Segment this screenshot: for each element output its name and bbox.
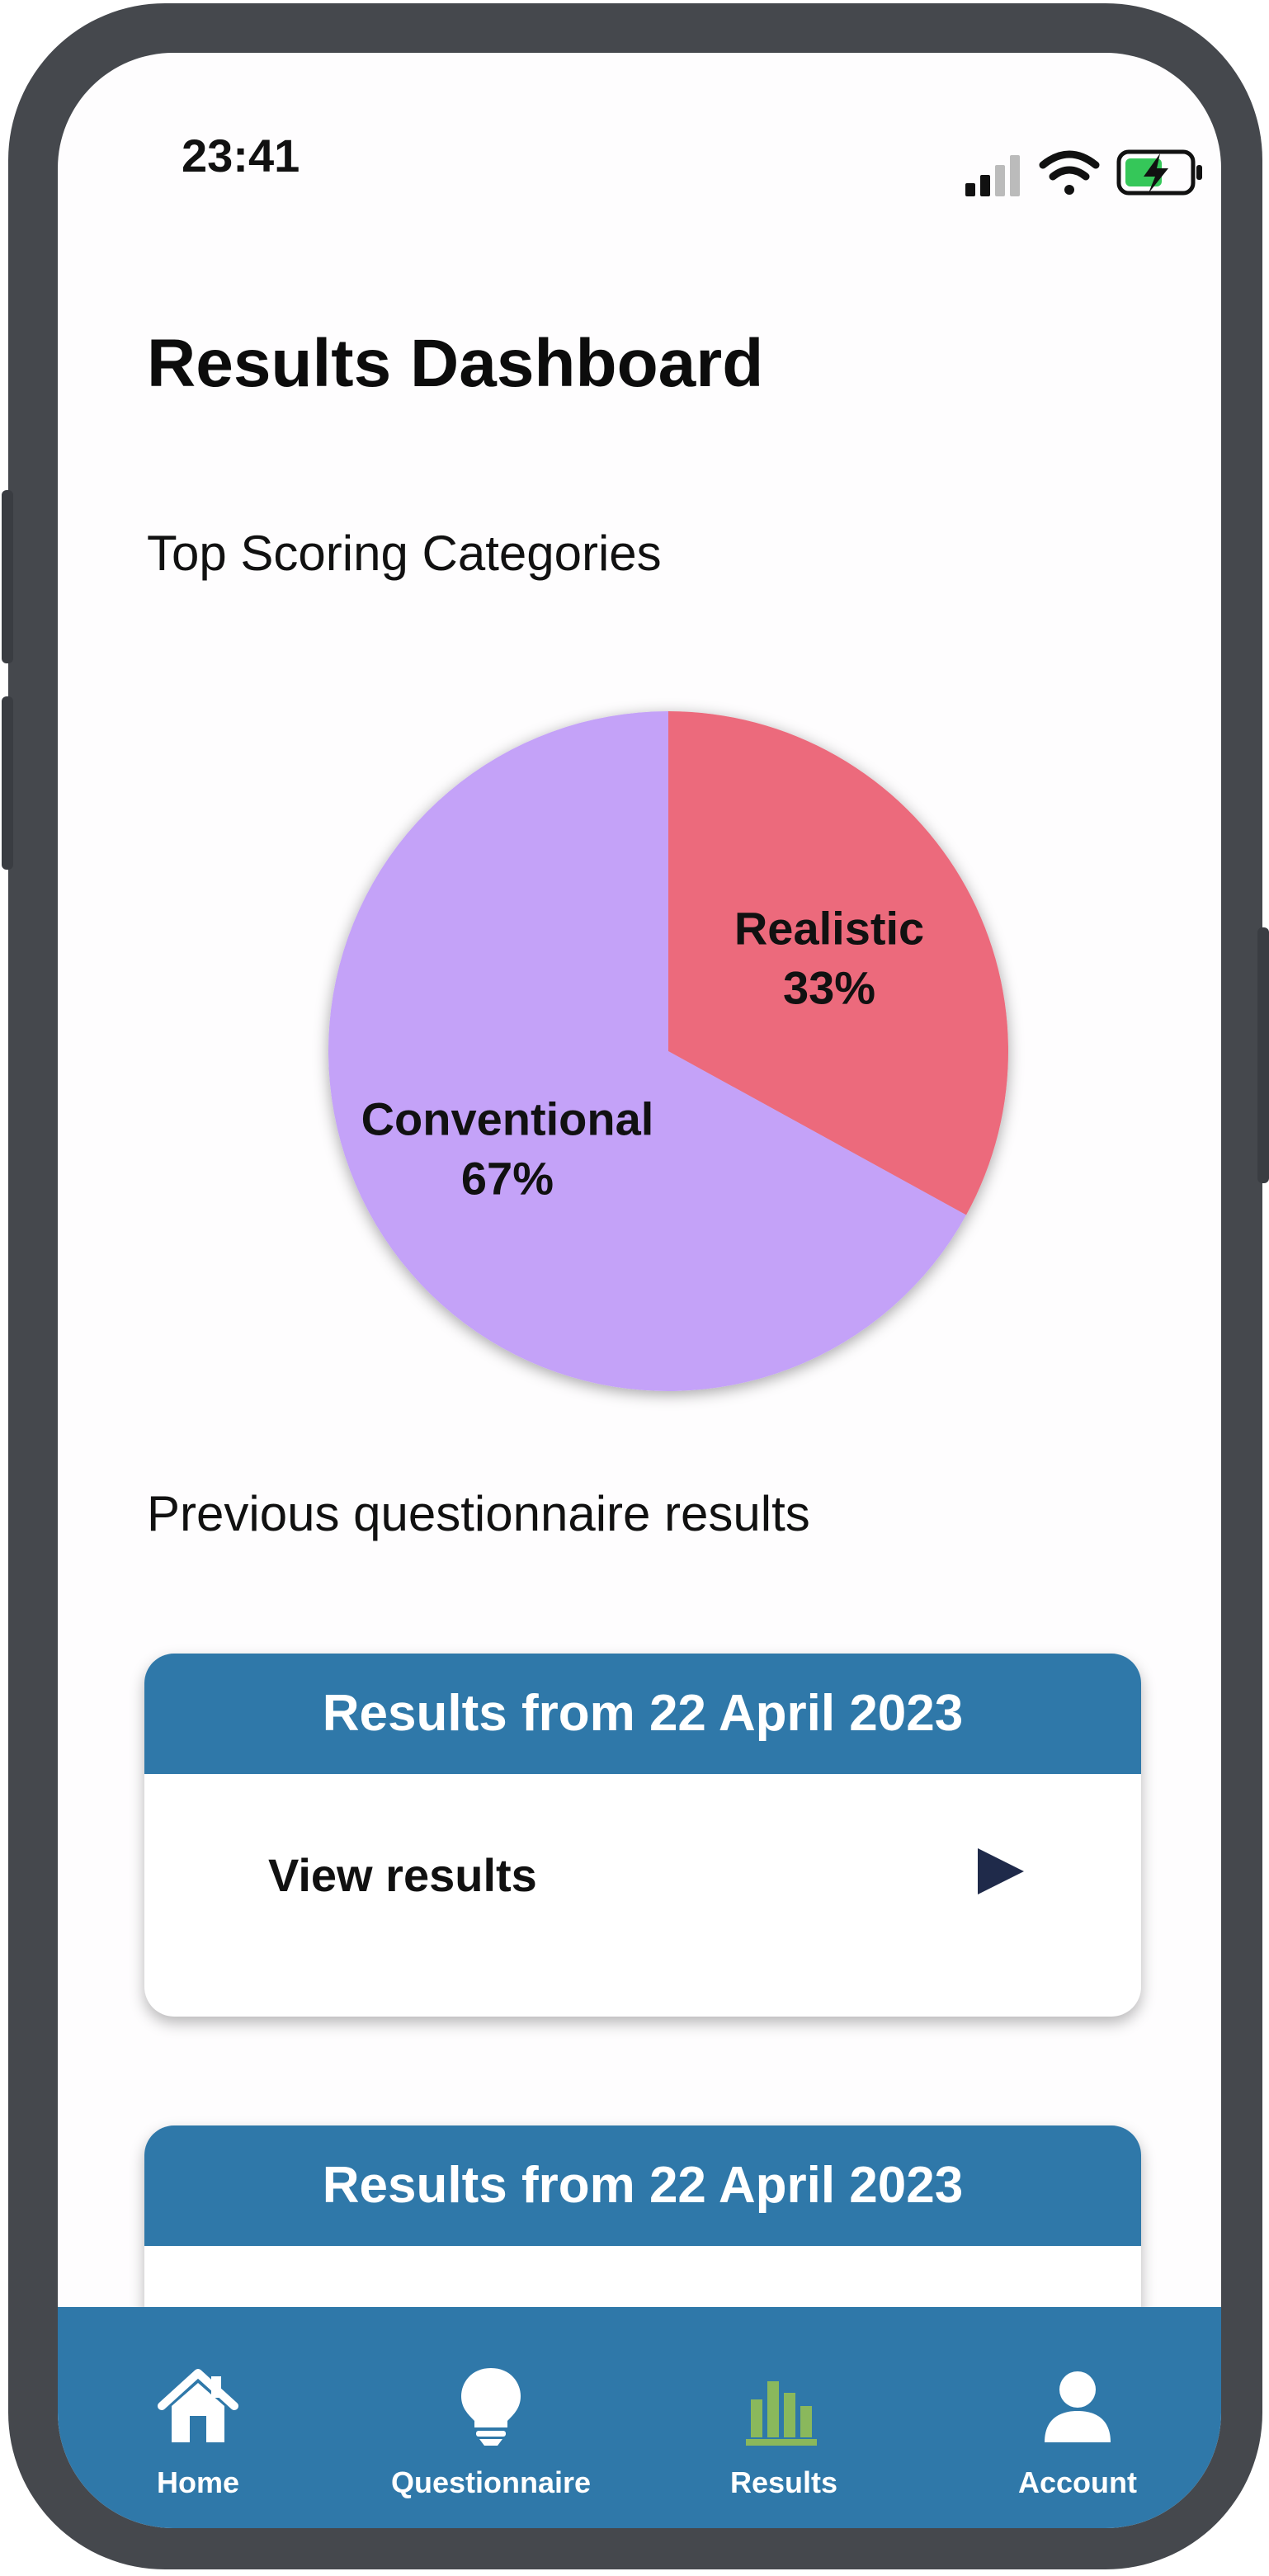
volume-button: [2, 696, 13, 870]
tab-label: Account: [1018, 2465, 1137, 2499]
phone-frame: 23:41 Results Dashboard Top Scoring Cat: [2, 3, 1269, 2569]
play-icon[interactable]: [978, 1848, 1024, 1894]
person-icon: [1045, 2371, 1111, 2442]
pie-value-label: 33%: [783, 962, 875, 1014]
status-icons: [965, 149, 1202, 196]
battery-charging-icon: [1116, 149, 1202, 196]
tab-bar: Home Questionnaire Results: [58, 2307, 1221, 2528]
mute-switch: [2, 490, 13, 663]
bar-chart-icon: [746, 2381, 817, 2446]
tab-label: Home: [156, 2465, 240, 2499]
pie-chart: Realistic 33% Conventional 67%: [297, 680, 1040, 1422]
pie-label: Realistic: [734, 903, 924, 955]
page-title: Results Dashboard: [147, 326, 764, 401]
pie-slice-realistic: [668, 711, 1008, 1215]
result-card-body: View results: [144, 1774, 1141, 2017]
chart-section-title: Top Scoring Categories: [147, 526, 662, 581]
tab-results[interactable]: Results: [644, 2307, 924, 2528]
power-button: [1257, 927, 1269, 1183]
pie-value-label: 67%: [461, 1152, 554, 1204]
result-card[interactable]: Results from 22 April 2023 View results: [144, 1654, 1141, 2017]
view-results-link[interactable]: View results: [268, 1849, 537, 1901]
pie-label: Conventional: [361, 1092, 654, 1144]
signal-icon: [965, 155, 1020, 196]
tab-home[interactable]: Home: [58, 2307, 338, 2528]
result-card-header: Results from 22 April 2023: [144, 2125, 1141, 2246]
tab-questionnaire[interactable]: Questionnaire: [351, 2307, 631, 2528]
tab-label: Results: [729, 2465, 838, 2499]
screen: 23:41 Results Dashboard Top Scoring Cat: [58, 53, 1221, 2528]
tab-label: Questionnaire: [390, 2465, 592, 2499]
pie-slice-conventional: [328, 711, 967, 1391]
wifi-icon: [1039, 150, 1100, 195]
tab-account[interactable]: Account: [937, 2307, 1218, 2528]
status-time: 23:41: [182, 130, 300, 182]
home-icon: [158, 2369, 238, 2442]
previous-results-title: Previous questionnaire results: [147, 1486, 810, 1541]
result-card-header: Results from 22 April 2023: [144, 1654, 1141, 1774]
lightbulb-icon: [461, 2368, 521, 2446]
